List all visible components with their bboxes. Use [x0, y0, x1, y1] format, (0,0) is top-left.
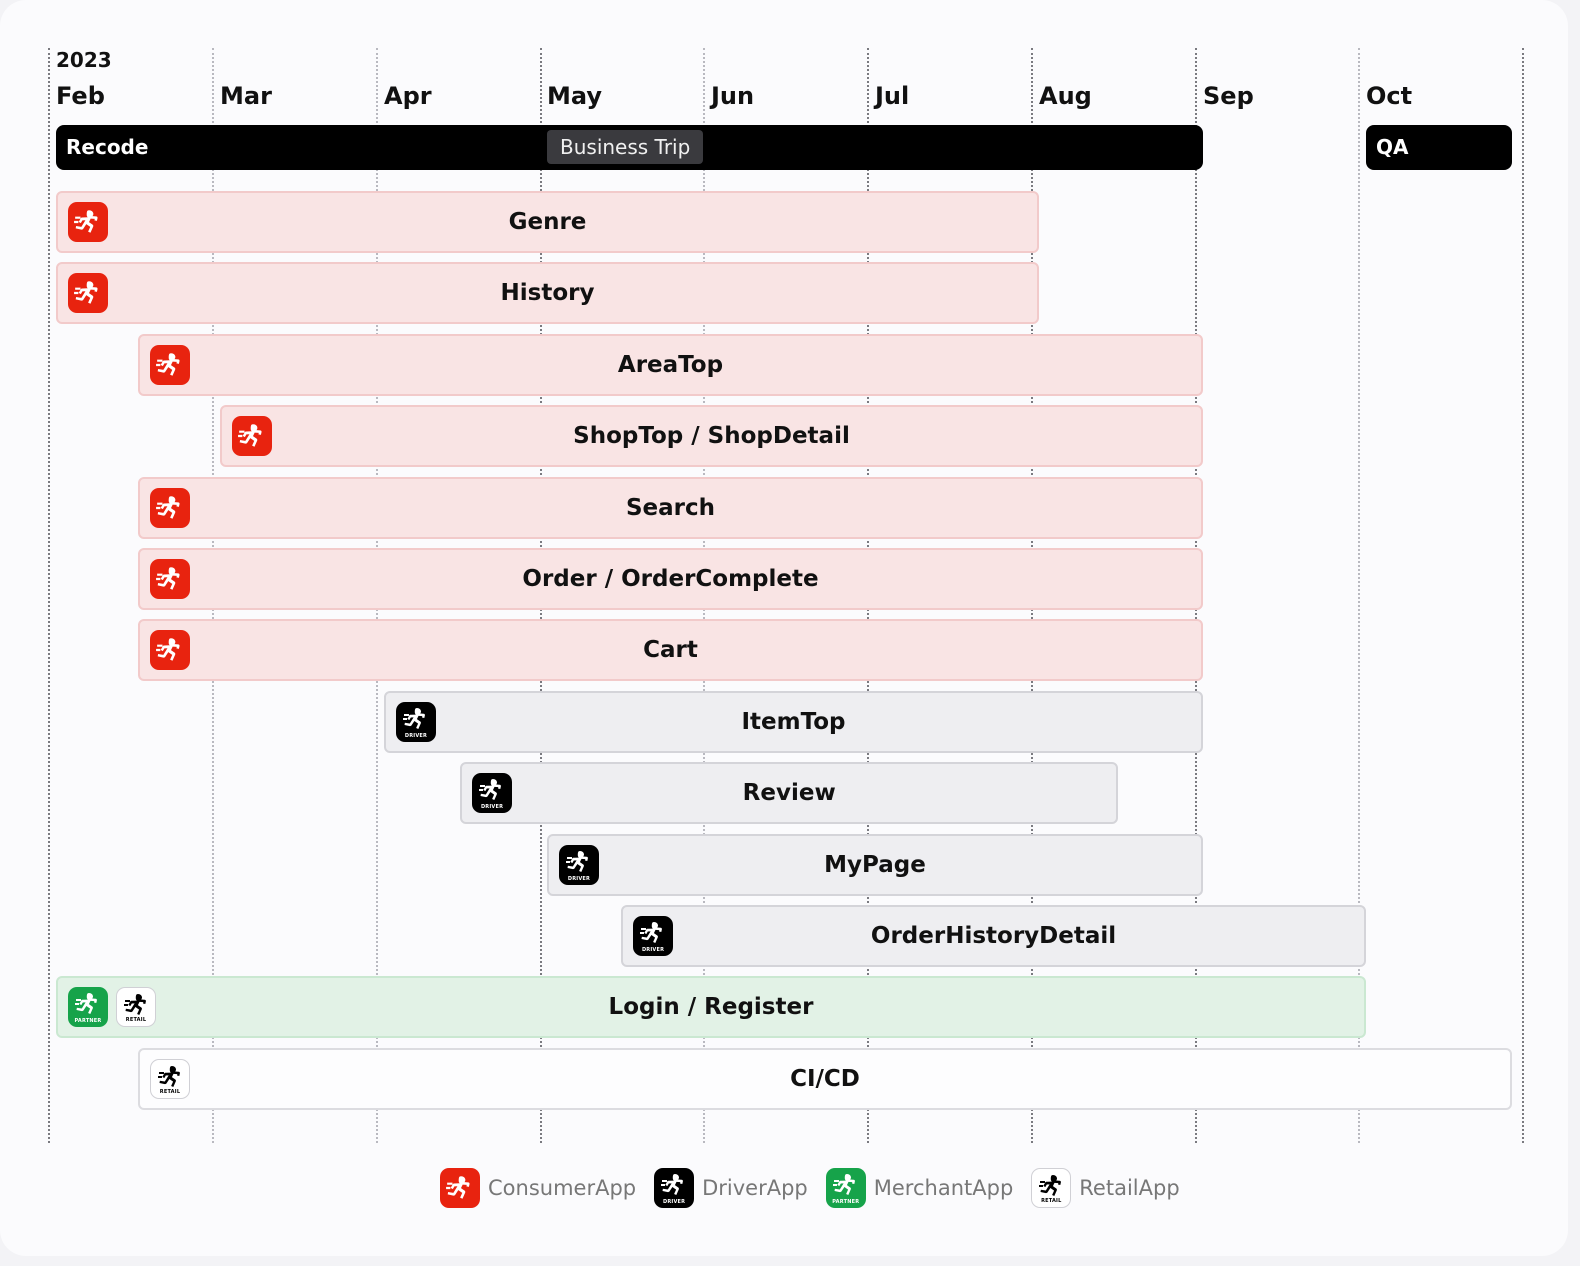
- task-app-icons: DRIVER: [396, 701, 436, 742]
- month-label-sep: Sep: [1203, 82, 1254, 110]
- task-bar: Genre: [56, 191, 1039, 253]
- task-label: History: [500, 280, 595, 307]
- consumer-app-icon: [232, 416, 272, 457]
- month-label-jun: Jun: [711, 82, 755, 110]
- phase-tag: Business Trip: [547, 130, 704, 164]
- consumer-app-icon: [150, 630, 190, 671]
- phase-bar-recode: Recode Business Trip: [56, 125, 1203, 170]
- month-label-aug: Aug: [1039, 82, 1092, 110]
- consumer-app-icon: [68, 202, 108, 242]
- task-bar: DRIVER Review: [460, 762, 1119, 825]
- task-bar: DRIVER MyPage: [547, 833, 1203, 896]
- legend-label: RetailApp: [1079, 1176, 1180, 1200]
- retail-legend-icon: RETAIL: [1031, 1168, 1072, 1208]
- task-bar: History: [56, 262, 1039, 325]
- month-label-mar: Mar: [220, 82, 272, 110]
- phase-label: QA: [1376, 135, 1409, 159]
- driver-app-icon: DRIVER: [396, 701, 436, 742]
- task-bar: DRIVER OrderHistoryDetail: [621, 905, 1366, 967]
- month-label-jul: Jul: [875, 82, 910, 110]
- task-app-icons: [150, 344, 190, 385]
- consumer-app-icon: [150, 487, 190, 528]
- task-label: AreaTop: [617, 351, 724, 378]
- task-app-icons: [150, 487, 190, 528]
- task-app-icons: DRIVER: [633, 916, 674, 956]
- phase-label: Recode: [66, 135, 149, 159]
- task-label: Order / OrderComplete: [522, 566, 819, 592]
- gridline: [1358, 48, 1360, 1143]
- task-bar: Order / OrderComplete: [138, 548, 1203, 610]
- task-app-icons: [68, 273, 108, 314]
- merchant-legend-icon: PARTNER: [825, 1168, 866, 1208]
- task-bar: DRIVER ItemTop: [384, 690, 1203, 753]
- legend: ConsumerApp DRIVER DriverApp PARTNER Merchan…: [440, 1168, 1198, 1208]
- task-bar: PARTNER RETAIL Login / Register: [56, 976, 1366, 1039]
- legend-item-merchant: PARTNER MerchantApp: [825, 1168, 1014, 1208]
- task-label: ItemTop: [741, 708, 846, 735]
- task-bar: AreaTop: [138, 333, 1203, 396]
- consumer-legend-icon: [440, 1168, 480, 1208]
- legend-label: MerchantApp: [873, 1176, 1014, 1200]
- task-app-icons: [68, 202, 108, 242]
- consumer-app-icon: [68, 273, 108, 314]
- driver-app-icon: DRIVER: [559, 844, 599, 885]
- task-label: Genre: [508, 209, 587, 235]
- task-bar: ShopTop / ShopDetail: [220, 405, 1203, 468]
- task-label: Search: [625, 494, 716, 521]
- month-label-may: May: [547, 82, 602, 110]
- task-app-icons: [150, 559, 190, 599]
- task-bar: RETAIL CI/CD: [138, 1047, 1512, 1110]
- consumer-app-icon: [150, 559, 190, 599]
- legend-label: ConsumerApp: [488, 1176, 637, 1200]
- legend-item-retail: RETAIL RetailApp: [1031, 1168, 1180, 1208]
- task-app-icons: [150, 630, 190, 671]
- task-label: Cart: [643, 637, 698, 664]
- retail-app-icon: RETAIL: [150, 1058, 190, 1099]
- legend-item-consumer: ConsumerApp: [440, 1168, 636, 1208]
- month-label-feb: Feb: [56, 82, 105, 110]
- task-app-icons: DRIVER: [559, 844, 599, 885]
- task-app-icons: PARTNER RETAIL: [68, 987, 156, 1028]
- gridline: [1522, 48, 1524, 1143]
- task-app-icons: [232, 416, 272, 457]
- task-bar: Search: [138, 476, 1203, 539]
- legend-label: DriverApp: [702, 1176, 808, 1200]
- phase-bar-qa: QA: [1366, 125, 1512, 170]
- month-label-apr: Apr: [384, 82, 432, 110]
- task-bar: Cart: [138, 619, 1203, 682]
- task-label: Login / Register: [608, 994, 814, 1021]
- task-label: MyPage: [824, 851, 926, 878]
- task-label: ShopTop / ShopDetail: [573, 423, 850, 450]
- driver-app-icon: DRIVER: [633, 916, 674, 956]
- consumer-app-icon: [150, 344, 190, 385]
- driver-legend-icon: DRIVER: [654, 1168, 695, 1208]
- gridline: [48, 48, 50, 1143]
- legend-item-driver: DRIVER DriverApp: [654, 1168, 808, 1208]
- task-label: CI/CD: [790, 1065, 860, 1092]
- task-label: OrderHistoryDetail: [870, 923, 1117, 949]
- merchant-app-icon: PARTNER: [68, 987, 108, 1028]
- month-label-oct: Oct: [1366, 82, 1413, 110]
- retail-app-icon: RETAIL: [116, 987, 156, 1028]
- task-app-icons: DRIVER: [472, 773, 513, 814]
- task-app-icons: RETAIL: [150, 1058, 190, 1099]
- task-label: Review: [742, 780, 836, 807]
- year-label: 2023: [56, 48, 112, 72]
- driver-app-icon: DRIVER: [472, 773, 513, 814]
